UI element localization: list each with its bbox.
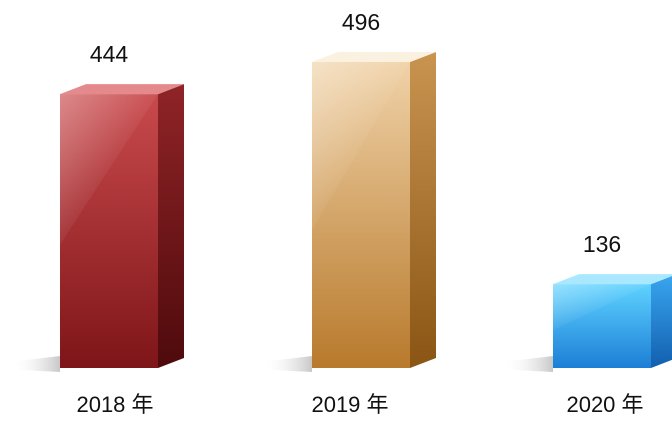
- bar-top-face: [312, 52, 436, 62]
- bar-value-label: 136: [583, 231, 621, 257]
- bar-side-face: [410, 52, 436, 368]
- labels-layer: 444 2018 年 496 2019 年 136 2020 年: [76, 9, 643, 417]
- bar-2020年: [553, 274, 672, 368]
- category-tick-label: 2019 年: [311, 392, 388, 417]
- bar-side-face: [158, 84, 184, 369]
- bars-layer: [60, 52, 672, 369]
- bar-gloss: [553, 284, 651, 331]
- bar-top-face: [553, 274, 672, 285]
- category-tick-label: 2018 年: [76, 392, 153, 417]
- bar-shadow-2018年: [10, 356, 60, 372]
- bar-gloss: [60, 94, 158, 245]
- bar-shadow-2020年: [503, 356, 553, 372]
- bar-gloss: [312, 62, 410, 231]
- category-tick-label: 2020 年: [566, 392, 643, 417]
- shadows-layer: [10, 356, 553, 372]
- bar-shadow-2019年: [262, 356, 312, 372]
- bar-2019年: [312, 52, 436, 368]
- bar-top-face: [60, 84, 184, 95]
- bar-value-label: 496: [342, 9, 380, 35]
- bar-side-face: [651, 276, 672, 368]
- bar-value-label: 444: [90, 41, 129, 67]
- bar-2018年: [60, 84, 184, 369]
